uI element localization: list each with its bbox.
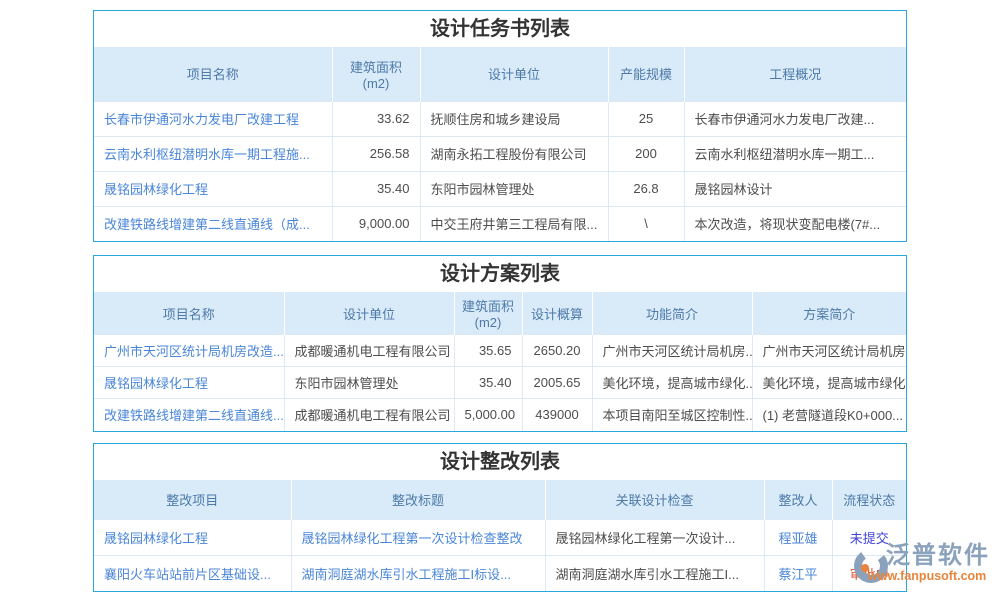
project-name-cell[interactable]: 长春市伊通河水力发电厂改建工程 <box>94 100 332 136</box>
rectify-title-cell[interactable]: 晟铭园林绿化工程第一次设计检查整改 <box>290 518 545 555</box>
project-name-cell[interactable]: 晟铭园林绿化工程 <box>94 366 284 399</box>
panel-title-design-plan: 设计方案列表 <box>440 263 560 285</box>
column-header-flow-status: 流程状态 <box>831 480 906 519</box>
table-row: 改建铁路线增建第二线直通线... 成都暖通机电工程有限公司 5,000.00 4390… <box>94 398 906 431</box>
design-task-list-panel: 设计任务书列表 项目名称 建筑面积 (m2) 设计单位 产能规模 工程概况 长春市伊通河水… <box>93 10 907 242</box>
design-unit-cell: 湖南永拓工程股份有限公司 <box>419 135 608 171</box>
table-row: 襄阳火车站站前片区基础设... 湖南洞庭湖水库引水工程施工I标设... 湖南洞庭湖水… <box>94 554 906 591</box>
column-header-function-brief: 功能简介 <box>591 292 752 335</box>
table-row: 晟铭园林绿化工程 晟铭园林绿化工程第一次设计检查整改 晟铭园林绿化工程第一次设计..… <box>94 518 906 555</box>
design-rectify-list-panel: 设计整改列表 整改项目 整改标题 关联设计检查 整改人 流程状态 晟铭园林绿化工程 晟铭园林… <box>93 443 907 592</box>
design-estimate-cell: 2005.65 <box>521 366 592 399</box>
header-row: 整改项目 整改标题 关联设计检查 整改人 流程状态 <box>94 480 906 519</box>
design-unit-cell: 中交王府井第三工程局有限... <box>419 205 608 241</box>
building-area-cell: 256.58 <box>331 135 420 171</box>
plan-brief-cell: 广州市天河区统计局机房... <box>751 334 906 367</box>
fanpu-swirl-logo-icon <box>850 545 892 592</box>
header-row: 项目名称 建筑面积 (m2) 设计单位 产能规模 工程概况 <box>94 47 906 101</box>
design-rectify-table: 整改项目 整改标题 关联设计检查 整改人 流程状态 晟铭园林绿化工程 晟铭园林绿化工程第一次… <box>94 480 906 591</box>
column-header-project-name: 项目名称 <box>94 292 284 335</box>
table-row: 云南水利枢纽潜明水库一期工程施... 256.58 湖南永拓工程股份有限公司 200 云… <box>94 135 906 171</box>
project-overview-cell: 本次改造，将现状变配电楼(7#... <box>683 205 906 241</box>
column-header-project-overview: 工程概况 <box>683 47 906 101</box>
column-header-design-estimate: 设计概算 <box>521 292 592 335</box>
flow-status-cell: 未提交 <box>831 518 906 555</box>
design-unit-cell: 成都暖通机电工程有限公司 <box>283 334 454 367</box>
table-row: 改建铁路线增建第二线直通线（成... 9,000.00 中交王府井第三工程局有限..… <box>94 205 906 241</box>
building-area-cell: 35.65 <box>453 334 522 367</box>
table-row: 长春市伊通河水力发电厂改建工程 33.62 抚顺住房和城乡建设局 25 长春市伊通河水力… <box>94 100 906 136</box>
panel-title-design-task: 设计任务书列表 <box>430 18 570 40</box>
capacity-scale-cell: 26.8 <box>607 170 684 206</box>
column-header-building-area: 建筑面积 (m2) <box>331 47 420 101</box>
column-header-design-unit: 设计单位 <box>419 47 608 101</box>
building-area-cell: 35.40 <box>331 170 420 206</box>
watermark-url-text: www.fanpusoft.com <box>868 569 987 583</box>
design-plan-list-panel: 设计方案列表 项目名称 设计单位 建筑面积 (m2) 设计概算 功能简介 方案简介 广州市天… <box>93 255 907 432</box>
fanpu-watermark: 泛普软件 www.fanpusoft.com <box>850 543 990 592</box>
design-unit-cell: 成都暖通机电工程有限公司 <box>283 398 454 431</box>
project-overview-cell: 云南水利枢纽潜明水库一期工... <box>683 135 906 171</box>
capacity-scale-cell: 200 <box>607 135 684 171</box>
function-brief-cell: 本项目南阳至城区控制性... <box>591 398 752 431</box>
project-overview-cell: 长春市伊通河水力发电厂改建... <box>683 100 906 136</box>
plan-brief-cell: 美化环境，提高城市绿化... <box>751 366 906 399</box>
table-row: 晟铭园林绿化工程 35.40 东阳市园林管理处 26.8 晟铭园林设计 <box>94 170 906 206</box>
capacity-scale-cell: \ <box>607 205 684 241</box>
watermark-brand-text: 泛普软件 <box>886 542 990 569</box>
column-header-rectify-person: 整改人 <box>763 480 832 519</box>
rectify-project-cell[interactable]: 晟铭园林绿化工程 <box>94 518 291 555</box>
header-row: 项目名称 设计单位 建筑面积 (m2) 设计概算 功能简介 方案简介 <box>94 292 906 335</box>
related-design-check-cell: 湖南洞庭湖水库引水工程施工I... <box>544 554 764 591</box>
function-brief-cell: 广州市天河区统计局机房... <box>591 334 752 367</box>
design-task-table: 项目名称 建筑面积 (m2) 设计单位 产能规模 工程概况 长春市伊通河水力发电厂改建工程… <box>94 47 906 241</box>
design-estimate-cell: 2650.20 <box>521 334 592 367</box>
column-header-related-design-check: 关联设计检查 <box>544 480 764 519</box>
building-area-cell: 35.40 <box>453 366 522 399</box>
rectify-title-cell[interactable]: 湖南洞庭湖水库引水工程施工I标设... <box>290 554 545 591</box>
panel-title-design-rectify: 设计整改列表 <box>440 451 560 473</box>
project-name-cell[interactable]: 广州市天河区统计局机房改造... <box>94 334 284 367</box>
design-estimate-cell: 439000 <box>521 398 592 431</box>
design-plan-table: 项目名称 设计单位 建筑面积 (m2) 设计概算 功能简介 方案简介 广州市天河区统计局机房… <box>94 292 906 431</box>
column-header-rectify-project: 整改项目 <box>94 480 291 519</box>
plan-brief-cell: (1) 老营隧道段K0+000... <box>751 398 906 431</box>
column-header-capacity-scale: 产能规模 <box>607 47 684 101</box>
project-overview-cell: 晟铭园林设计 <box>683 170 906 206</box>
table-row: 晟铭园林绿化工程 东阳市园林管理处 35.40 2005.65 美化环境，提高城市绿化.… <box>94 366 906 399</box>
column-header-design-unit: 设计单位 <box>283 292 454 335</box>
rectify-project-cell[interactable]: 襄阳火车站站前片区基础设... <box>94 554 291 591</box>
design-unit-cell: 东阳市园林管理处 <box>419 170 608 206</box>
building-area-cell: 33.62 <box>331 100 420 136</box>
column-header-plan-brief: 方案简介 <box>751 292 906 335</box>
rectify-person-cell[interactable]: 程亚雄 <box>763 518 832 555</box>
rectify-person-cell[interactable]: 蔡江平 <box>763 554 832 591</box>
project-name-cell[interactable]: 改建铁路线增建第二线直通线... <box>94 398 284 431</box>
design-unit-cell: 东阳市园林管理处 <box>283 366 454 399</box>
capacity-scale-cell: 25 <box>607 100 684 136</box>
function-brief-cell: 美化环境，提高城市绿化... <box>591 366 752 399</box>
project-name-cell[interactable]: 云南水利枢纽潜明水库一期工程施... <box>94 135 332 171</box>
table-row: 广州市天河区统计局机房改造... 成都暖通机电工程有限公司 35.65 2650.20… <box>94 334 906 367</box>
project-name-cell[interactable]: 改建铁路线增建第二线直通线（成... <box>94 205 332 241</box>
column-header-building-area: 建筑面积 (m2) <box>453 292 522 335</box>
building-area-cell: 9,000.00 <box>331 205 420 241</box>
building-area-cell: 5,000.00 <box>453 398 522 431</box>
related-design-check-cell: 晟铭园林绿化工程第一次设计... <box>544 518 764 555</box>
design-unit-cell: 抚顺住房和城乡建设局 <box>419 100 608 136</box>
column-header-rectify-title: 整改标题 <box>290 480 545 519</box>
project-name-cell[interactable]: 晟铭园林绿化工程 <box>94 170 332 206</box>
column-header-project-name: 项目名称 <box>94 47 332 101</box>
